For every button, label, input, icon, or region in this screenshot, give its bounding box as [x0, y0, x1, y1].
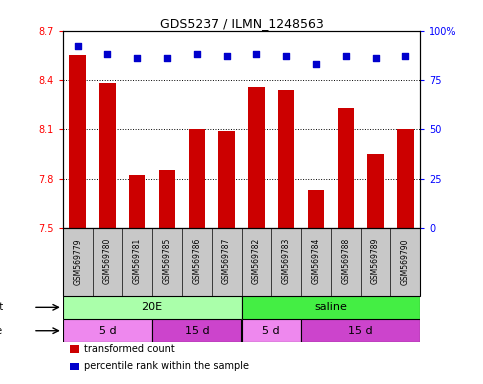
Bar — [397, 129, 413, 228]
Bar — [301, 319, 420, 343]
Text: 5 d: 5 d — [99, 326, 116, 336]
Text: transformed count: transformed count — [84, 344, 175, 354]
Point — [312, 61, 320, 67]
Text: GSM569780: GSM569780 — [103, 238, 112, 285]
Point — [133, 55, 141, 61]
Point — [372, 55, 380, 61]
Text: GSM569783: GSM569783 — [282, 238, 291, 285]
Point — [401, 53, 409, 60]
Point — [163, 55, 171, 61]
Text: 15 d: 15 d — [348, 326, 373, 336]
Bar — [242, 319, 301, 343]
Text: GSM569788: GSM569788 — [341, 238, 350, 284]
Bar — [242, 296, 420, 319]
Bar — [308, 190, 324, 228]
Point — [74, 43, 82, 50]
Point — [253, 51, 260, 58]
Bar — [70, 345, 79, 353]
Text: GSM569789: GSM569789 — [371, 238, 380, 285]
Bar — [99, 83, 115, 228]
Point — [104, 51, 112, 58]
Bar — [129, 175, 145, 228]
Bar — [70, 363, 79, 370]
Bar — [189, 129, 205, 228]
Bar — [152, 319, 242, 343]
Point — [223, 53, 230, 60]
Text: agent: agent — [0, 302, 3, 312]
Bar — [278, 90, 294, 228]
Bar — [248, 86, 265, 228]
Point — [342, 53, 350, 60]
Text: GSM569786: GSM569786 — [192, 238, 201, 285]
Bar — [70, 55, 86, 228]
Text: GSM569784: GSM569784 — [312, 238, 320, 285]
Text: GSM569781: GSM569781 — [133, 238, 142, 284]
Text: GSM569785: GSM569785 — [163, 238, 171, 285]
Bar — [218, 131, 235, 228]
Bar — [63, 296, 242, 319]
Text: time: time — [0, 326, 3, 336]
Bar — [368, 154, 384, 228]
Text: GSM569787: GSM569787 — [222, 238, 231, 285]
Text: percentile rank within the sample: percentile rank within the sample — [84, 361, 249, 371]
Text: GSM569782: GSM569782 — [252, 238, 261, 284]
Text: 15 d: 15 d — [185, 326, 209, 336]
Bar — [63, 319, 152, 343]
Text: 20E: 20E — [142, 302, 163, 312]
Text: 5 d: 5 d — [262, 326, 280, 336]
Text: GSM569779: GSM569779 — [73, 238, 82, 285]
Bar — [159, 170, 175, 228]
Bar — [338, 108, 354, 228]
Point — [282, 53, 290, 60]
Title: GDS5237 / ILMN_1248563: GDS5237 / ILMN_1248563 — [159, 17, 324, 30]
Text: GSM569790: GSM569790 — [401, 238, 410, 285]
Text: saline: saline — [314, 302, 347, 312]
Point — [193, 51, 201, 58]
